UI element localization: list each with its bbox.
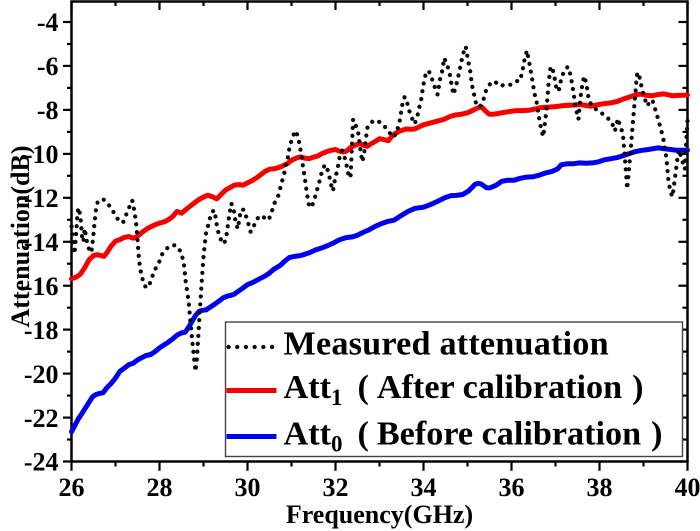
svg-text:-22: -22: [24, 404, 59, 433]
svg-text:-4: -4: [37, 8, 59, 37]
svg-text:-10: -10: [24, 140, 59, 169]
svg-text:-14: -14: [24, 228, 59, 257]
svg-text:Attenuation(dB): Attenuation(dB): [6, 145, 35, 327]
svg-text:-18: -18: [24, 316, 59, 345]
svg-text:-24: -24: [24, 448, 59, 477]
svg-text:38: 38: [587, 473, 613, 502]
svg-text:28: 28: [147, 473, 173, 502]
svg-text:-8: -8: [37, 96, 59, 125]
svg-text:36: 36: [499, 473, 525, 502]
svg-text:40: 40: [675, 473, 700, 502]
svg-text:-12: -12: [24, 184, 59, 213]
svg-text:Frequency(GHz): Frequency(GHz): [286, 500, 473, 529]
svg-text:-16: -16: [24, 272, 59, 301]
svg-text:30: 30: [235, 473, 261, 502]
svg-text:-20: -20: [24, 360, 59, 389]
svg-text:26: 26: [59, 473, 85, 502]
svg-text:-6: -6: [37, 52, 59, 81]
svg-text:34: 34: [411, 473, 437, 502]
svg-text:Measured attenuation: Measured attenuation: [284, 326, 609, 363]
svg-text:32: 32: [323, 473, 349, 502]
